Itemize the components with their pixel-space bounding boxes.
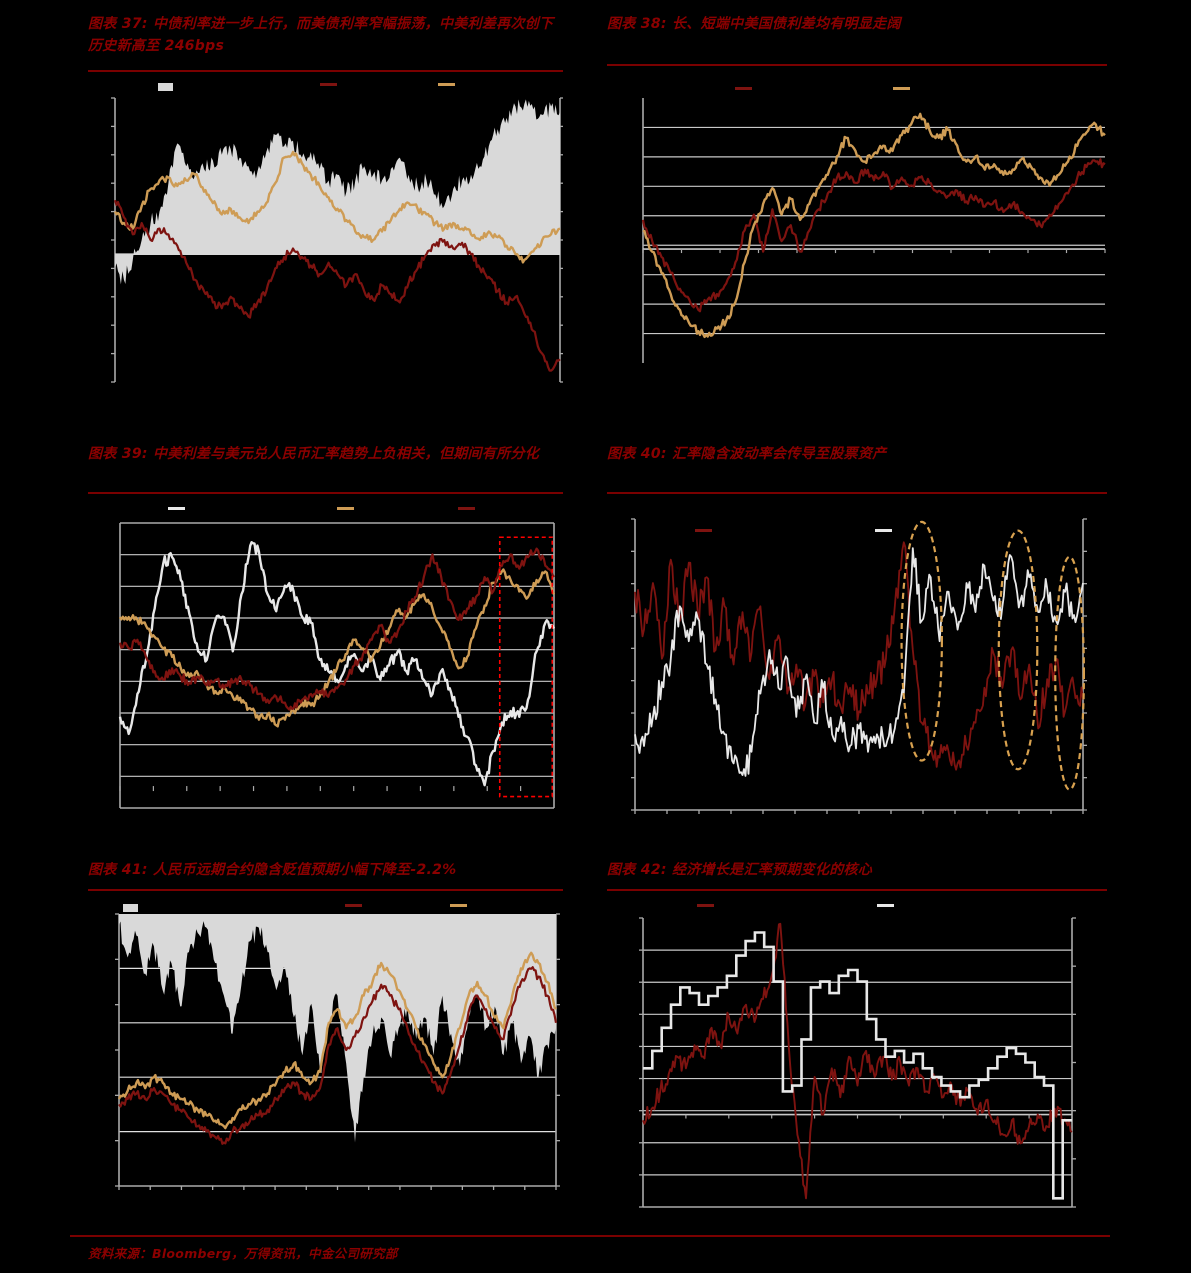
figure-40: 图表 40: 汇率隐含波动率会传导至股票资产	[607, 444, 1107, 824]
fig39-legend-swatch-2	[458, 507, 475, 510]
fig40-white-line	[634, 547, 1084, 777]
fig41-tan-line	[117, 951, 557, 1130]
figure-38-rule	[607, 64, 1107, 66]
fig42-plot	[639, 917, 1076, 1208]
fig38-legend-swatch-1	[893, 87, 910, 90]
figure-37-rule	[88, 70, 563, 72]
fig40-highlight-ellipse	[1054, 555, 1085, 791]
footer-source-text: 资料来源：Bloomberg，万得资讯，中金公司研究部	[88, 1246, 398, 1261]
figure-38-title-text: 长、短端中美国债利差均有明显走阔	[671, 16, 901, 32]
figure-41-legend	[88, 901, 563, 913]
figure-37-title: 图表 37: 中债利率进一步上行，而美债利率窄幅振荡，中美利差再次创下历史新高至…	[88, 14, 563, 57]
fig40-legend-swatch-1	[875, 529, 892, 532]
figure-40-title: 图表 40: 汇率隐含波动率会传导至股票资产	[607, 444, 1107, 466]
box-swatch	[123, 904, 138, 912]
fig39-tan-line	[118, 568, 556, 728]
fig42-white-step	[642, 931, 1072, 1200]
figure-38-legend	[607, 84, 1107, 96]
line-swatch	[695, 529, 712, 532]
figure-42-rule	[607, 889, 1107, 891]
fig39-plot	[118, 522, 556, 809]
figure-41-label: 图表 41:	[88, 862, 148, 878]
footer-rule	[70, 1235, 1110, 1237]
fig41-darkred-line	[118, 966, 558, 1145]
figure-38-title: 图表 38: 长、短端中美国债利差均有明显走阔	[607, 14, 1107, 36]
fig40-highlight-ellipse	[997, 529, 1039, 771]
fig37-tan-line	[113, 150, 561, 264]
figure-39-legend	[88, 504, 563, 516]
fig37-plot	[111, 97, 563, 383]
figure-42-title: 图表 42: 经济增长是汇率预期变化的核心	[607, 860, 1107, 882]
fig37-legend-swatch-2	[438, 83, 455, 86]
line-swatch	[337, 507, 354, 510]
figure-39: 图表 39: 中美利差与美元兑人民币汇率趋势上负相关，但期间有所分化	[88, 444, 563, 824]
line-swatch	[458, 507, 475, 510]
fig40-darkred-line	[634, 541, 1084, 771]
fig39-white-line	[118, 541, 556, 787]
figure-42-legend	[607, 901, 1107, 913]
fig40-plot	[631, 518, 1087, 814]
fig41-legend-swatch-1	[345, 904, 362, 907]
figure-41-title: 图表 41: 人民币远期合约隐含贬值预期小幅下降至-2.2%	[88, 860, 563, 882]
line-swatch	[697, 904, 714, 907]
line-swatch	[875, 529, 892, 532]
figure-39-rule	[88, 492, 563, 494]
figure-37-label: 图表 37:	[88, 16, 148, 32]
line-swatch	[438, 83, 455, 86]
figure-40-legend	[607, 526, 1107, 538]
fig37-legend-swatch-1	[320, 83, 337, 86]
figure-37-title-text: 中债利率进一步上行，而美债利率窄幅振荡，中美利差再次创下历史新高至 246bps	[88, 16, 554, 54]
figure-37: 图表 37: 中债利率进一步上行，而美债利率窄幅振荡，中美利差再次创下历史新高至…	[88, 14, 563, 404]
line-swatch	[345, 904, 362, 907]
fig38-tan-line	[642, 112, 1106, 339]
figure-40-label: 图表 40:	[607, 446, 667, 462]
fig37-spread-area	[115, 99, 560, 285]
line-swatch	[450, 904, 467, 907]
fig42-legend-swatch-1	[877, 904, 894, 907]
line-swatch	[877, 904, 894, 907]
line-swatch	[893, 87, 910, 90]
line-swatch	[320, 83, 337, 86]
figure-41: 图表 41: 人民币远期合约隐含贬值预期小幅下降至-2.2%	[88, 860, 563, 1220]
fig39-highlight-rect	[498, 536, 554, 798]
fig41-legend-swatch-0	[123, 904, 138, 912]
figure-41-title-text: 人民币远期合约隐含贬值预期小幅下降至-2.2%	[152, 862, 457, 878]
fig37-darkred-line	[113, 199, 561, 372]
fig42-darkred-line	[642, 922, 1073, 1200]
fig39-legend-swatch-0	[168, 507, 185, 510]
line-swatch	[735, 87, 752, 90]
figure-42-title-text: 经济增长是汇率预期变化的核心	[671, 862, 873, 878]
figure-39-label: 图表 39:	[88, 446, 148, 462]
figure-38-label: 图表 38:	[607, 16, 667, 32]
fig39-darkred-line	[118, 547, 555, 711]
fig38-darkred-line	[641, 158, 1106, 313]
fig38-legend-swatch-0	[735, 87, 752, 90]
figure-39-title: 图表 39: 中美利差与美元兑人民币汇率趋势上负相关，但期间有所分化	[88, 444, 563, 466]
fig42-legend-swatch-0	[697, 904, 714, 907]
fig41-legend-swatch-2	[450, 904, 467, 907]
figure-42-label: 图表 42:	[607, 862, 667, 878]
line-swatch	[168, 507, 185, 510]
fig38-plot	[641, 98, 1106, 363]
fig39-legend-swatch-1	[337, 507, 354, 510]
figure-38: 图表 38: 长、短端中美国债利差均有明显走阔	[607, 14, 1107, 404]
figure-39-title-text: 中美利差与美元兑人民币汇率趋势上负相关，但期间有所分化	[152, 446, 540, 462]
box-swatch	[158, 83, 173, 91]
fig41-gray-area-from-top	[119, 914, 556, 1143]
fig41-plot	[115, 913, 560, 1190]
fig40-legend-swatch-0	[695, 529, 712, 532]
figure-42: 图表 42: 经济增长是汇率预期变化的核心	[607, 860, 1107, 1220]
figure-41-rule	[88, 889, 563, 891]
figure-37-legend	[88, 80, 563, 92]
fig40-highlight-ellipse	[900, 520, 943, 762]
figure-40-title-text: 汇率隐含波动率会传导至股票资产	[671, 446, 887, 462]
figure-40-rule	[607, 492, 1107, 494]
fig37-legend-swatch-0	[158, 83, 173, 91]
